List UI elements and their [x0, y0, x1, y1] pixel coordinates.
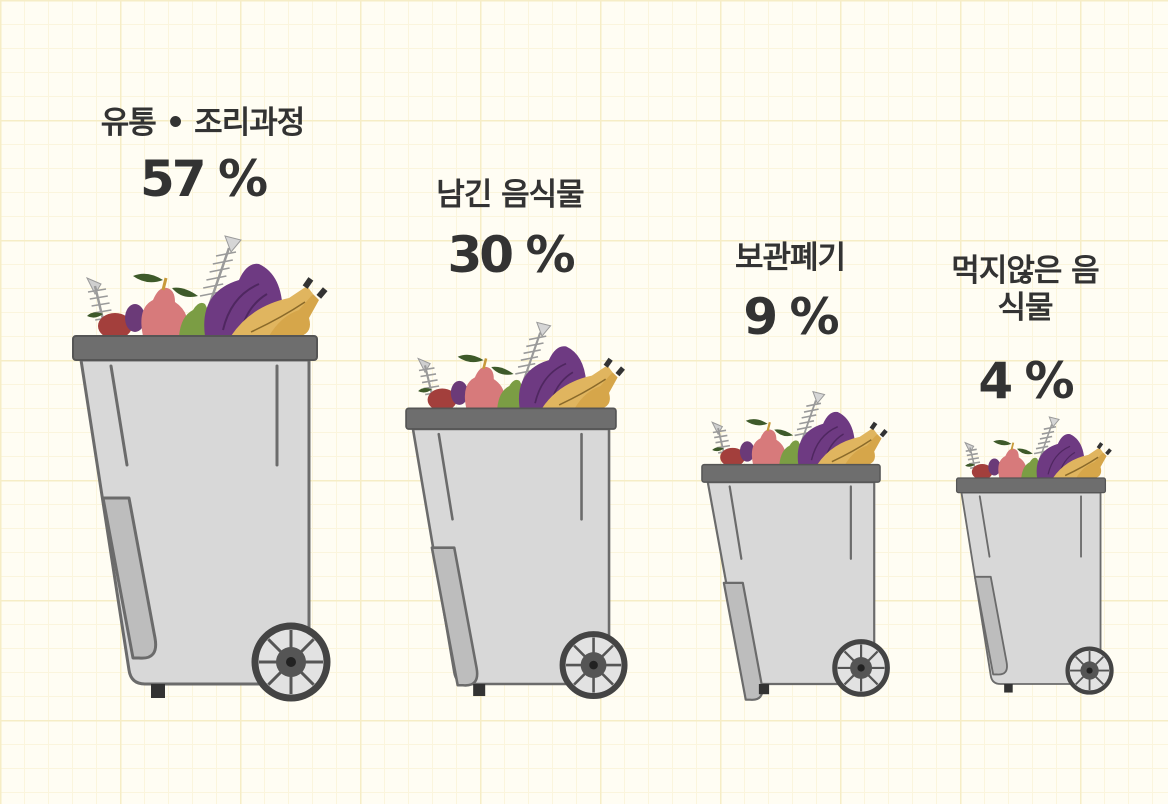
- value-label-distribution-cooking: 57 %: [139, 150, 268, 208]
- value-label-storage-disposal: 9 %: [743, 288, 839, 346]
- category-label-leftover-food: 남긴 음식물: [436, 177, 584, 213]
- bin-storage-disposal: [701, 390, 890, 701]
- food-pile-storage-disposal: [711, 390, 888, 467]
- bin-uneaten-food: [955, 416, 1114, 695]
- value-label-uneaten-food: 4 %: [978, 352, 1074, 410]
- value-label-leftover-food: 30 %: [447, 226, 575, 284]
- food-pile-uneaten-food: [964, 416, 1112, 480]
- category-label-uneaten-food: 먹지않은 음식물: [951, 253, 1099, 326]
- food-pile-leftover-food: [417, 321, 625, 411]
- category-label-distribution-cooking: 유통 • 조리과정: [100, 105, 306, 141]
- food-pile-distribution-cooking: [85, 235, 328, 339]
- category-label-storage-disposal: 보관폐기: [734, 240, 846, 276]
- bin-distribution-cooking: [72, 235, 331, 702]
- bin-leftover-food: [405, 321, 628, 700]
